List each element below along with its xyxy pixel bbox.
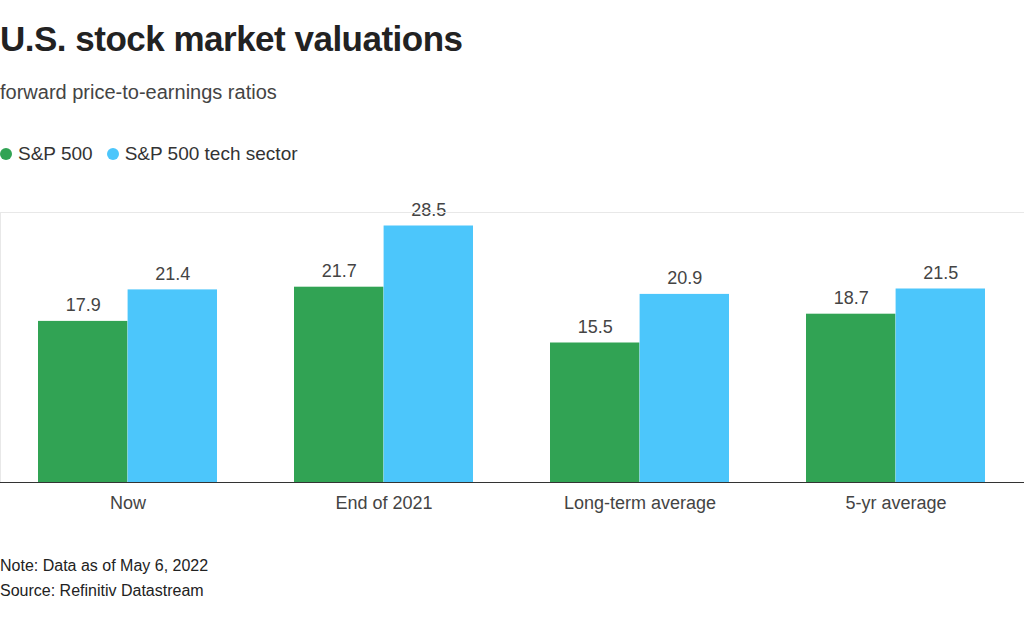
html-text:U.S. stock market valuations: U.S. stock market valuations bbox=[0, 19, 463, 58]
svg-text:17.9: 17.9 bbox=[66, 295, 101, 315]
svg-text:18.7: 18.7 bbox=[834, 288, 869, 308]
html-text:Source: Refinitiv Datastream: Source: Refinitiv Datastream bbox=[0, 582, 204, 599]
svg-text:Now: Now bbox=[110, 493, 147, 513]
html-text:S&P 500: S&P 500 bbox=[18, 143, 93, 164]
svg-text:28.5: 28.5 bbox=[411, 200, 446, 220]
html-text:forward price-to-earnings rati: forward price-to-earnings ratios bbox=[0, 81, 277, 103]
html-text:S&P 500 tech sector: S&P 500 tech sector bbox=[124, 143, 298, 164]
svg-text:21.4: 21.4 bbox=[155, 264, 190, 284]
svg-text:5-yr average: 5-yr average bbox=[845, 493, 946, 513]
svg-text:15.5: 15.5 bbox=[578, 317, 613, 337]
svg-text:Long-term average: Long-term average bbox=[564, 493, 716, 513]
svg-text:21.7: 21.7 bbox=[322, 261, 357, 281]
svg-text:21.5: 21.5 bbox=[923, 263, 958, 283]
html-text:Note: Data as of May 6, 2022: Note: Data as of May 6, 2022 bbox=[0, 557, 209, 574]
svg-text:End of 2021: End of 2021 bbox=[335, 493, 432, 513]
svg-text:20.9: 20.9 bbox=[667, 268, 702, 288]
